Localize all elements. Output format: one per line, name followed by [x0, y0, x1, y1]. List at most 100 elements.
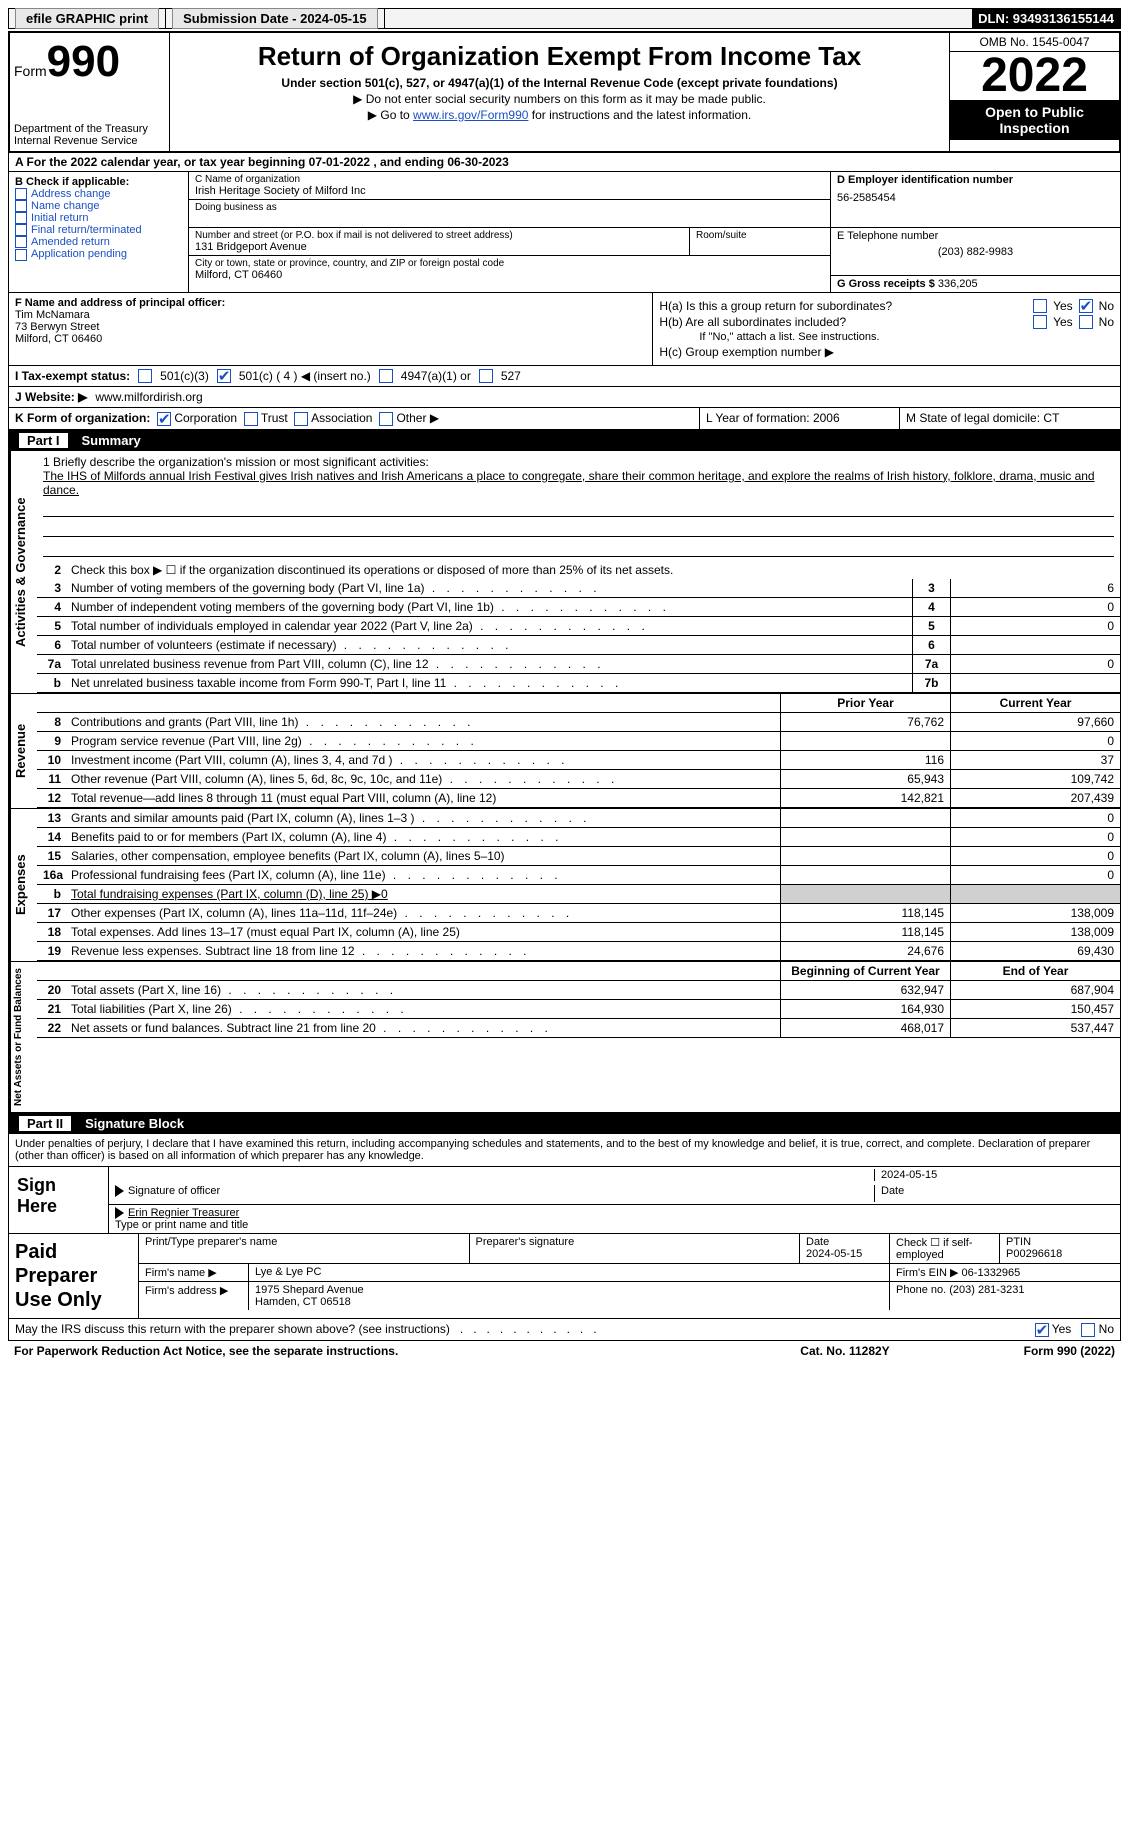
exp-15-curr: 0 — [950, 847, 1120, 865]
section-governance: Activities & Governance 1 Briefly descri… — [8, 451, 1121, 694]
year-formation: L Year of formation: 2006 — [700, 408, 900, 429]
sign-here-block: Sign Here 2024-05-15 Signature of office… — [8, 1167, 1121, 1234]
form-title: Return of Organization Exempt From Incom… — [174, 41, 945, 72]
chk-trust[interactable] — [244, 412, 258, 426]
exp-13-curr: 0 — [950, 809, 1120, 827]
telephone: (203) 882-9983 — [837, 246, 1114, 258]
firm-address: 1975 Shepard Avenue Hamden, CT 06518 — [249, 1282, 890, 1310]
officer-addr2: Milford, CT 06460 — [15, 333, 646, 345]
chk-app-pending[interactable]: Application pending — [15, 248, 182, 260]
discuss-no[interactable] — [1081, 1323, 1095, 1337]
chk-4947[interactable] — [379, 369, 393, 383]
form-number: Form990 — [14, 37, 165, 87]
exp-18-curr: 138,009 — [950, 923, 1120, 941]
na-20-beg: 632,947 — [780, 981, 950, 999]
hb-yes[interactable] — [1033, 315, 1047, 329]
hb-no[interactable] — [1079, 315, 1093, 329]
exp-18-prior: 118,145 — [780, 923, 950, 941]
paid-preparer-block: Paid Preparer Use Only Print/Type prepar… — [8, 1234, 1121, 1319]
ein-value: 56-2585454 — [837, 192, 1114, 204]
part-1-header: Part ISummary — [8, 430, 1121, 451]
na-21-end: 150,457 — [950, 1000, 1120, 1018]
val-3: 6 — [950, 579, 1120, 597]
gross-receipts: 336,205 — [938, 278, 978, 290]
cat-no: Cat. No. 11282Y — [755, 1344, 935, 1358]
col-c-org-info: C Name of organization Irish Heritage So… — [189, 172, 830, 292]
dept-label: Department of the Treasury Internal Reve… — [14, 123, 165, 147]
sidelabel-netassets: Net Assets or Fund Balances — [9, 962, 37, 1112]
officer-addr1: 73 Berwyn Street — [15, 321, 646, 333]
ha-no[interactable] — [1079, 299, 1093, 313]
row-a-tax-year: A For the 2022 calendar year, or tax yea… — [8, 153, 1121, 172]
chk-501c[interactable] — [217, 369, 231, 383]
discuss-row: May the IRS discuss this return with the… — [8, 1319, 1121, 1341]
discuss-yes[interactable] — [1035, 1323, 1049, 1337]
chk-name-change[interactable]: Name change — [15, 200, 182, 212]
submission-date-button[interactable]: Submission Date - 2024-05-15 — [172, 8, 378, 29]
mission-block: 1 Briefly describe the organization's mi… — [37, 451, 1120, 561]
tax-year: 2022 — [950, 52, 1119, 100]
city-state-zip: Milford, CT 06460 — [195, 269, 824, 281]
chk-address-change[interactable]: Address change — [15, 188, 182, 200]
part-2-header: Part IISignature Block — [8, 1113, 1121, 1134]
chk-final-return[interactable]: Final return/terminated — [15, 224, 182, 236]
val-7a: 0 — [950, 655, 1120, 673]
row-k-l-m: K Form of organization: Corporation Trus… — [8, 408, 1121, 430]
org-name: Irish Heritage Society of Milford Inc — [195, 185, 824, 197]
na-22-beg: 468,017 — [780, 1019, 950, 1037]
top-bar: efile GRAPHIC print Submission Date - 20… — [8, 8, 1121, 29]
rev-9-curr: 0 — [950, 732, 1120, 750]
section-net-assets: Net Assets or Fund Balances Beginning of… — [8, 962, 1121, 1113]
irs-link[interactable]: www.irs.gov/Form990 — [413, 108, 528, 122]
open-to-public: Open to Public Inspection — [950, 100, 1119, 140]
col-b-checkboxes: B Check if applicable: Address change Na… — [9, 172, 189, 292]
exp-17-prior: 118,145 — [780, 904, 950, 922]
chk-amended-return[interactable]: Amended return — [15, 236, 182, 248]
firm-name: Lye & Lye PC — [249, 1264, 890, 1281]
chk-501c3[interactable] — [138, 369, 152, 383]
chk-assoc[interactable] — [294, 412, 308, 426]
rev-10-curr: 37 — [950, 751, 1120, 769]
chk-other[interactable] — [379, 412, 393, 426]
form-header: Form990 Department of the Treasury Inter… — [8, 31, 1121, 153]
arrow-icon — [115, 1185, 124, 1197]
chk-527[interactable] — [479, 369, 493, 383]
rev-11-curr: 109,742 — [950, 770, 1120, 788]
sidelabel-expenses: Expenses — [9, 809, 37, 961]
row-j-website: J Website: ▶ www.milfordirish.org — [8, 387, 1121, 408]
exp-17-curr: 138,009 — [950, 904, 1120, 922]
section-expenses: Expenses 13Grants and similar amounts pa… — [8, 809, 1121, 962]
exp-16a-curr: 0 — [950, 866, 1120, 884]
ssn-note: ▶ Do not enter social security numbers o… — [174, 92, 945, 106]
efile-print-button[interactable]: efile GRAPHIC print — [15, 8, 159, 29]
na-21-beg: 164,930 — [780, 1000, 950, 1018]
rev-12-prior: 142,821 — [780, 789, 950, 807]
sidelabel-governance: Activities & Governance — [9, 451, 37, 693]
state-domicile: M State of legal domicile: CT — [900, 408, 1120, 429]
chk-self-employed[interactable]: Check ☐ if self-employed — [890, 1234, 1000, 1263]
chk-corp[interactable] — [157, 412, 171, 426]
arrow-icon — [115, 1207, 124, 1219]
exp-19-curr: 69,430 — [950, 942, 1120, 960]
footer-row: For Paperwork Reduction Act Notice, see … — [8, 1341, 1121, 1361]
rev-8-prior: 76,762 — [780, 713, 950, 731]
na-22-end: 537,447 — [950, 1019, 1120, 1037]
row-i-tax-status: I Tax-exempt status: 501(c)(3) 501(c) ( … — [8, 366, 1121, 387]
chk-initial-return[interactable]: Initial return — [15, 212, 182, 224]
ptin: PTIN P00296618 — [1000, 1234, 1120, 1263]
val-6 — [950, 636, 1120, 654]
exp-19-prior: 24,676 — [780, 942, 950, 960]
sidelabel-revenue: Revenue — [9, 694, 37, 808]
na-20-end: 687,904 — [950, 981, 1120, 999]
ha-yes[interactable] — [1033, 299, 1047, 313]
prep-date: Date 2024-05-15 — [800, 1234, 890, 1263]
rev-12-curr: 207,439 — [950, 789, 1120, 807]
val-5: 0 — [950, 617, 1120, 635]
exp-13-prior — [780, 809, 950, 827]
exp-15-prior — [780, 847, 950, 865]
row-f-h: F Name and address of principal officer:… — [8, 293, 1121, 366]
exp-14-prior — [780, 828, 950, 846]
rev-8-curr: 97,660 — [950, 713, 1120, 731]
rev-9-prior — [780, 732, 950, 750]
firm-phone: Phone no. (203) 281-3231 — [890, 1282, 1120, 1310]
